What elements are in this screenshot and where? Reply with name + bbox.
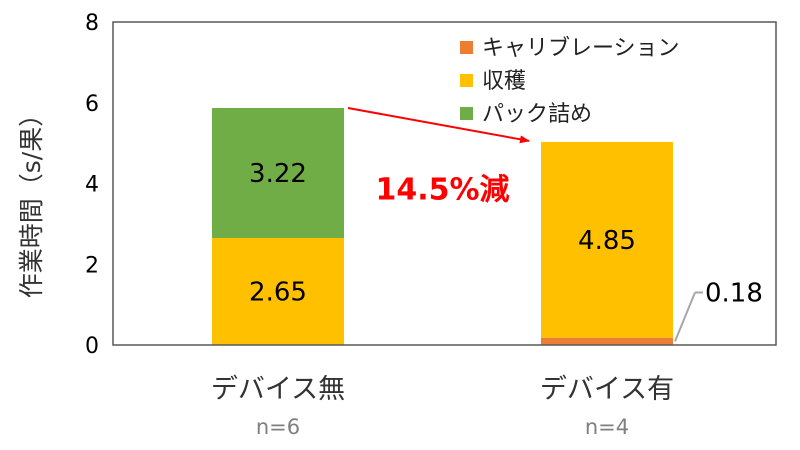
y-axis-label: 作業時間（s/果） <box>17 102 46 298</box>
data-label: 3.22 <box>249 159 307 189</box>
y-tick-label: 2 <box>85 253 99 278</box>
legend-label: 収穫 <box>482 69 526 94</box>
bar-segment <box>212 107 344 239</box>
y-tick-label: 4 <box>85 173 99 198</box>
legend-label: パック詰め <box>482 102 592 127</box>
bar-segment <box>212 238 344 345</box>
legend-swatch <box>460 74 473 87</box>
plot-area-frame <box>112 21 777 346</box>
legend-swatch <box>460 41 473 54</box>
legend-label: キャリブレーション <box>482 36 680 61</box>
sample-size-label: n=4 <box>585 415 629 439</box>
y-axis-ticks: 0 2 4 6 8 <box>85 11 99 359</box>
y-tick-label: 0 <box>85 334 99 359</box>
data-label: 0.18 <box>705 279 763 309</box>
x-category-label: デバイス有 <box>540 374 674 405</box>
callout-leader-line <box>674 292 696 342</box>
sample-size-label: n=6 <box>256 415 300 439</box>
y-tick-label: 8 <box>85 11 99 36</box>
x-category-label: デバイス無 <box>211 374 345 405</box>
data-labels: 2.65 3.22 4.85 0.18 <box>249 159 763 309</box>
bars <box>212 107 673 345</box>
bar-segment <box>541 337 673 345</box>
reduction-annotation: 14.5%減 <box>375 173 509 208</box>
x-axis-categories: デバイス無 n=6 デバイス有 n=4 <box>211 374 674 439</box>
data-label: 2.65 <box>249 278 307 308</box>
data-label: 4.85 <box>578 226 636 256</box>
y-tick-label: 6 <box>85 92 99 117</box>
bar-segment <box>541 141 673 338</box>
reduction-arrow <box>347 107 530 144</box>
legend-swatch <box>460 107 473 120</box>
